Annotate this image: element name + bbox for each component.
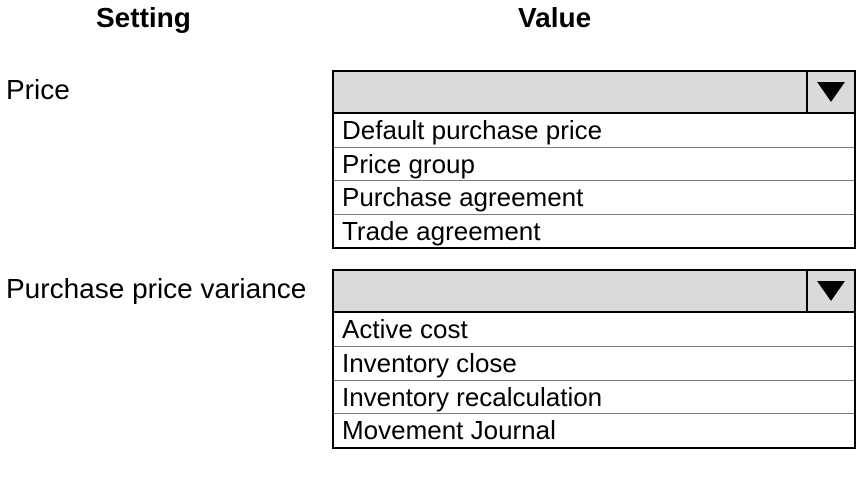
setting-label: Purchase price variance xyxy=(0,269,332,305)
list-item[interactable]: Price group xyxy=(334,148,854,182)
list-item[interactable]: Default purchase price xyxy=(334,114,854,148)
setting-row-price: Price Default purchase price Price group… xyxy=(0,70,866,249)
column-header-value: Value xyxy=(332,2,591,34)
setting-row-purchase-price-variance: Purchase price variance Active cost Inve… xyxy=(0,269,866,448)
list-item[interactable]: Inventory recalculation xyxy=(334,381,854,415)
dropdown-arrow-button[interactable] xyxy=(806,271,854,311)
header-row: Setting Value xyxy=(0,2,866,34)
chevron-down-icon xyxy=(817,82,845,102)
purchase-price-variance-select[interactable] xyxy=(332,269,856,313)
value-column: Active cost Inventory close Inventory re… xyxy=(332,269,856,448)
setting-label: Price xyxy=(0,70,332,106)
value-column: Default purchase price Price group Purch… xyxy=(332,70,856,249)
column-header-setting: Setting xyxy=(0,2,332,34)
list-item[interactable]: Trade agreement xyxy=(334,215,854,248)
price-select[interactable] xyxy=(332,70,856,114)
list-item[interactable]: Purchase agreement xyxy=(334,181,854,215)
list-item[interactable]: Inventory close xyxy=(334,347,854,381)
purchase-price-variance-options-list: Active cost Inventory close Inventory re… xyxy=(332,313,856,448)
list-item[interactable]: Active cost xyxy=(334,313,854,347)
price-options-list: Default purchase price Price group Purch… xyxy=(332,114,856,249)
chevron-down-icon xyxy=(817,281,845,301)
list-item[interactable]: Movement Journal xyxy=(334,414,854,447)
dropdown-arrow-button[interactable] xyxy=(806,72,854,112)
